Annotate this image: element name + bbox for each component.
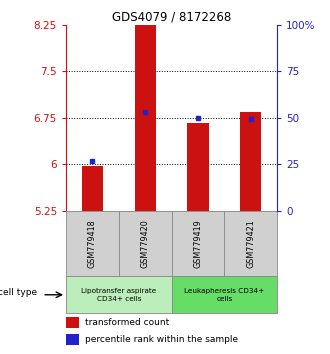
Bar	[66, 317, 79, 329]
Bar	[240, 112, 261, 211]
Text: cell type: cell type	[0, 289, 37, 297]
Bar	[135, 21, 156, 211]
Text: transformed count: transformed count	[85, 318, 169, 327]
Bar	[224, 211, 277, 276]
Text: GSM779418: GSM779418	[88, 219, 97, 268]
Bar	[66, 211, 119, 276]
Text: percentile rank within the sample: percentile rank within the sample	[85, 335, 238, 344]
Bar	[66, 333, 79, 345]
Bar	[172, 211, 224, 276]
Text: GSM779421: GSM779421	[246, 219, 255, 268]
Bar	[172, 276, 277, 313]
Text: Lipotransfer aspirate
CD34+ cells: Lipotransfer aspirate CD34+ cells	[81, 288, 156, 302]
Bar	[119, 211, 172, 276]
Bar	[82, 166, 103, 211]
Bar	[187, 123, 209, 211]
Bar	[66, 276, 172, 313]
Text: GSM779419: GSM779419	[193, 219, 203, 268]
Text: Leukapheresis CD34+
cells: Leukapheresis CD34+ cells	[184, 288, 265, 302]
Text: GSM779420: GSM779420	[141, 219, 150, 268]
Title: GDS4079 / 8172268: GDS4079 / 8172268	[112, 11, 231, 24]
